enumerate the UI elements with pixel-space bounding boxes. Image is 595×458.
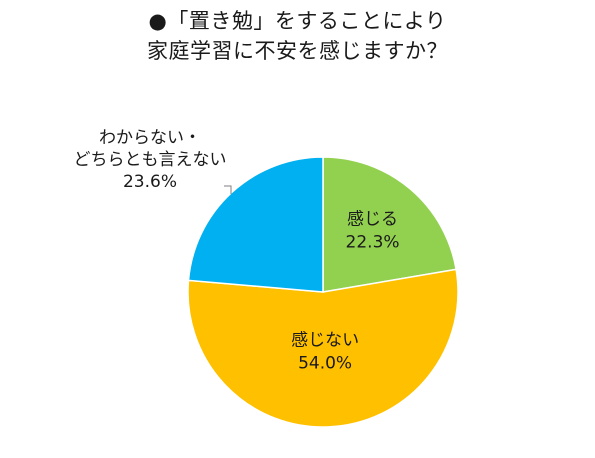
slice-label-unsure-line1: わからない・	[99, 128, 201, 148]
slice-label-feel: 感じる	[347, 209, 398, 229]
pie-slice-feel	[322, 156, 457, 293]
slice-label-unsure-line2: どちらとも言えない	[73, 150, 227, 170]
slice-value-unsure: 23.6%	[122, 172, 177, 192]
pie-slice-not-feel	[187, 268, 459, 428]
slice-value-not-feel: 54.0%	[298, 353, 352, 373]
slice-value-feel: 22.3%	[346, 232, 400, 252]
chart-title-line1: ●「置き勉」をすることにより	[148, 9, 447, 33]
slice-label-not-feel: 感じない	[291, 330, 359, 350]
pie-slice-unsure	[187, 156, 324, 293]
leader-line	[224, 185, 232, 194]
slice-label-unsure: わからない・ どちらとも言えない 23.6%	[40, 127, 260, 193]
chart-title-line2: 家庭学習に不安を感じますか？	[147, 39, 448, 63]
